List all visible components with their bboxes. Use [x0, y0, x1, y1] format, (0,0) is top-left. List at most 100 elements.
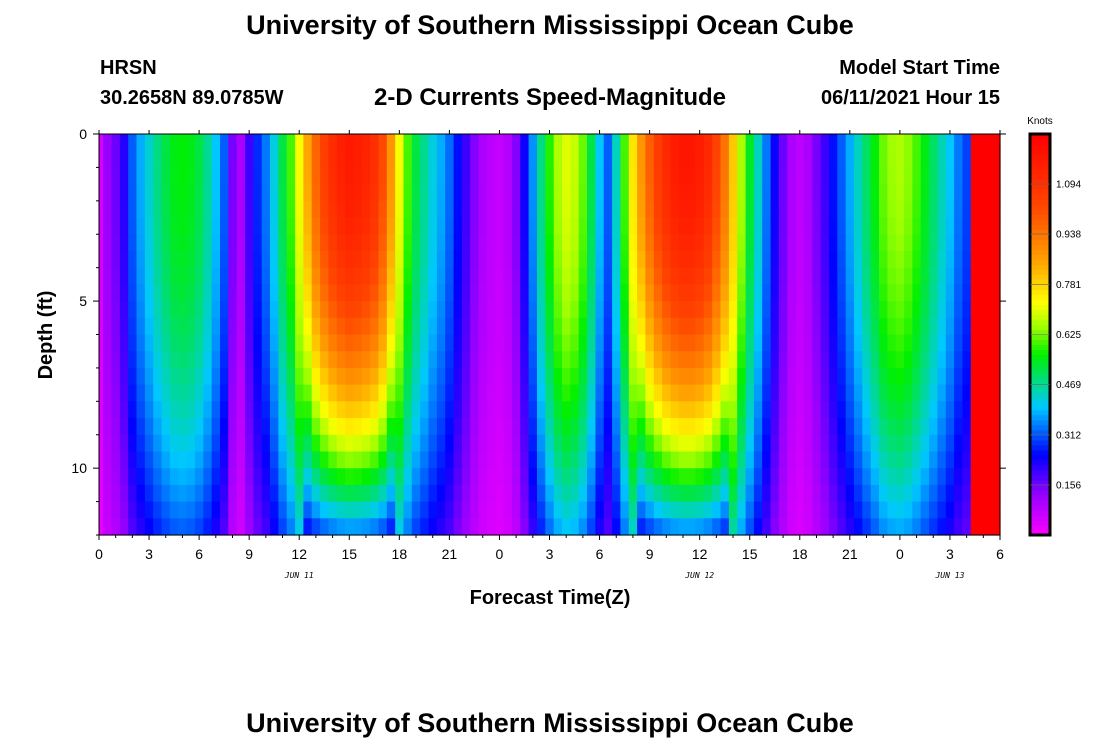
heatmap-cell	[945, 301, 955, 319]
heatmap-cell	[820, 334, 830, 352]
colorbar-step	[1030, 474, 1050, 481]
heatmap-cell	[403, 217, 413, 235]
colorbar-step	[1030, 199, 1050, 205]
heatmap-cell	[837, 484, 847, 503]
heatmap-cell	[703, 367, 713, 386]
heatmap-cell	[753, 301, 763, 319]
heatmap-cell	[178, 200, 188, 219]
heatmap-cell	[361, 150, 371, 168]
heatmap-cell	[762, 251, 772, 269]
heatmap-cell	[236, 167, 246, 185]
heatmap-cell	[979, 251, 988, 269]
heatmap-cell	[820, 267, 830, 285]
heatmap-cell	[687, 317, 697, 336]
heatmap-cell	[461, 367, 471, 386]
heatmap-cell	[420, 401, 430, 419]
heatmap-cell	[995, 451, 1001, 469]
heatmap-cell	[603, 367, 613, 386]
heatmap-cell	[303, 351, 313, 369]
heatmap-cell	[203, 251, 213, 269]
heatmap-cell	[620, 150, 630, 168]
heatmap-cell	[862, 501, 872, 519]
heatmap-cell	[812, 134, 822, 152]
heatmap-cell	[328, 418, 338, 436]
heatmap-cell	[245, 334, 254, 352]
heatmap-cell	[787, 184, 797, 202]
heatmap-cell	[787, 501, 797, 519]
heatmap-cell	[286, 351, 296, 369]
heatmap-cell	[228, 518, 238, 536]
heatmap-cell	[862, 200, 872, 219]
colorbar-step	[1030, 229, 1050, 235]
heatmap-cell	[653, 384, 663, 402]
heatmap-cell	[236, 367, 246, 386]
heatmap-cell	[887, 301, 897, 319]
heatmap-cell	[111, 284, 121, 302]
heatmap-cell	[261, 200, 271, 219]
heatmap-cell	[144, 234, 154, 252]
heatmap-cell	[545, 267, 555, 285]
heatmap-cell	[420, 284, 430, 302]
heatmap-cell	[620, 434, 630, 453]
heatmap-cell	[937, 184, 947, 202]
heatmap-cell	[353, 167, 363, 185]
heatmap-cell	[628, 501, 638, 519]
heatmap-cell	[278, 401, 288, 419]
heatmap-cell	[987, 484, 997, 503]
heatmap-cell	[920, 418, 930, 436]
heatmap-cell	[486, 468, 496, 486]
heatmap-cell	[136, 184, 146, 202]
heatmap-cell	[395, 251, 405, 269]
heatmap-cell	[528, 317, 538, 336]
heatmap-cell	[637, 351, 646, 369]
heatmap-cell	[929, 367, 938, 386]
heatmap-cell	[311, 351, 321, 369]
heatmap-cell	[320, 468, 329, 486]
heatmap-cell	[153, 200, 163, 219]
heatmap-cell	[503, 301, 513, 319]
heatmap-cell	[887, 167, 897, 185]
heatmap-cell	[929, 234, 938, 252]
heatmap-cell	[545, 351, 555, 369]
heatmap-cell	[345, 301, 354, 319]
heatmap-cell	[603, 434, 613, 453]
heatmap-cell	[286, 451, 296, 469]
heatmap-cell	[770, 384, 780, 402]
heatmap-cell	[820, 384, 830, 402]
heatmap-cell	[445, 234, 455, 252]
heatmap-cell	[186, 267, 196, 285]
heatmap-cell	[895, 434, 905, 453]
heatmap-cell	[503, 334, 513, 352]
heatmap-cell	[386, 484, 396, 503]
colorbar-step	[1030, 164, 1050, 170]
heatmap-cell	[728, 518, 738, 536]
heatmap-cell	[111, 267, 121, 285]
heatmap-cell	[695, 418, 705, 436]
colorbar-step	[1030, 304, 1050, 310]
heatmap-cell	[528, 367, 538, 386]
heatmap-cell	[220, 267, 229, 285]
heatmap-cell	[136, 251, 146, 269]
heatmap-cell	[144, 367, 154, 386]
heatmap-cell	[970, 150, 980, 168]
heatmap-cell	[820, 451, 830, 469]
heatmap-cell	[520, 167, 530, 185]
heatmap-cell	[395, 518, 405, 536]
heatmap-cell	[929, 451, 938, 469]
heatmap-cell	[562, 167, 571, 185]
heatmap-cell	[420, 418, 430, 436]
heatmap-cell	[920, 468, 930, 486]
heatmap-cell	[637, 217, 646, 235]
heatmap-cell	[945, 434, 955, 453]
heatmap-cell	[720, 367, 730, 386]
heatmap-cell	[303, 217, 313, 235]
heatmap-cell	[962, 284, 972, 302]
heatmap-cell	[812, 367, 822, 386]
heatmap-cell	[803, 200, 813, 219]
heatmap-cell	[403, 284, 413, 302]
heatmap-cell	[228, 184, 238, 202]
heatmap-cell	[99, 418, 104, 436]
heatmap-cell	[119, 418, 129, 436]
heatmap-cell	[228, 351, 238, 369]
